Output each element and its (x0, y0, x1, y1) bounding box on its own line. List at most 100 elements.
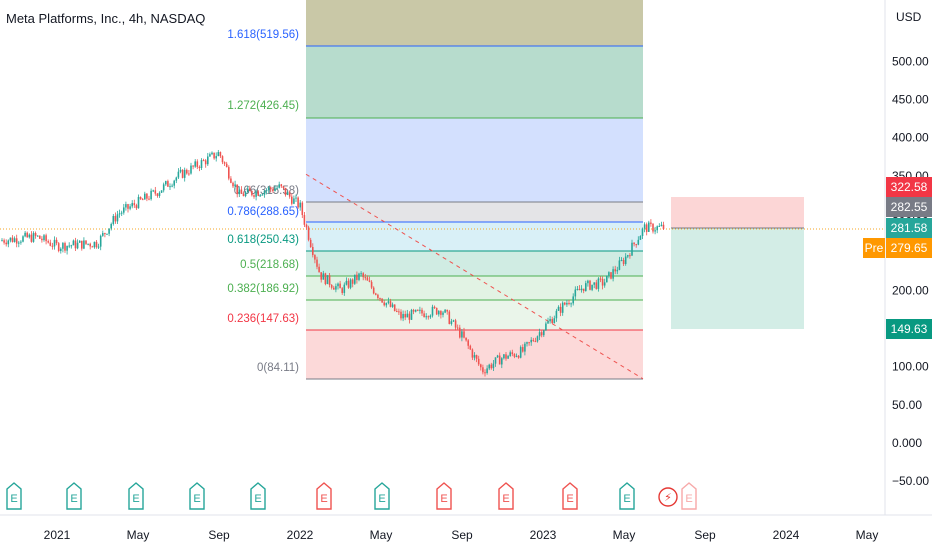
fib-zone-top (306, 0, 643, 46)
candle-body (196, 161, 199, 167)
candle-body (360, 273, 362, 275)
candle-body (522, 347, 524, 352)
candle-body (215, 156, 217, 159)
candle-body (633, 242, 635, 245)
candle-body (223, 162, 226, 164)
candle-body (456, 327, 459, 329)
price-tick-label: 100.00 (892, 360, 929, 374)
candle-body (582, 288, 585, 291)
candle-body (585, 283, 587, 291)
candle-body (228, 167, 230, 179)
candle-body (595, 282, 598, 289)
candle-body (513, 354, 516, 357)
position-stop-zone[interactable] (671, 197, 804, 228)
candle-body (551, 319, 553, 324)
candle-body (488, 364, 490, 369)
candle-body (106, 233, 108, 235)
earnings-marker-icon[interactable]: E (66, 482, 82, 510)
candle-body (438, 311, 440, 315)
candle-body (314, 255, 316, 260)
earnings-marker-icon[interactable]: E (436, 482, 452, 510)
svg-text:149.63: 149.63 (891, 322, 928, 336)
candle-body (341, 288, 343, 293)
candle-body (501, 358, 503, 365)
earnings-marker-icon[interactable]: E (316, 482, 332, 510)
candle-body (240, 189, 243, 194)
candle-body (414, 309, 417, 312)
candle-body (144, 193, 146, 200)
candle-body (9, 237, 12, 241)
time-tick-label: May (613, 528, 636, 542)
time-tick-label: May (856, 528, 879, 542)
price-badge: 282.55 (886, 197, 932, 217)
candle-body (125, 204, 127, 208)
candle-body (446, 309, 448, 312)
candle-body (328, 275, 331, 286)
earnings-marker-icon[interactable]: E (250, 482, 266, 510)
candle-body (51, 245, 54, 247)
candle-body (543, 330, 545, 336)
candle-body (484, 372, 486, 374)
candle-body (463, 331, 465, 338)
candle-body (131, 203, 133, 207)
earnings-marker-icon[interactable]: E (374, 482, 390, 510)
trend-line[interactable] (305, 173, 644, 380)
candle-body (274, 188, 276, 192)
candle-body (230, 178, 232, 183)
time-axis[interactable]: 2021 May Sep 2022 May Sep 2023 May Sep 2024 May (44, 528, 879, 542)
candle-body (114, 215, 117, 222)
candle-body (459, 327, 461, 338)
candle-body (362, 273, 364, 278)
earnings-marker-icon[interactable]: E (189, 482, 205, 510)
candle-body (330, 285, 333, 288)
flash-marker-icon[interactable]: ⚡ (658, 487, 678, 507)
candle-body (13, 238, 16, 242)
candle-body (181, 169, 184, 178)
candle-body (152, 190, 154, 192)
position-target-zone[interactable] (671, 228, 804, 329)
earnings-marker-icon[interactable]: E (619, 482, 635, 510)
candle-body (618, 260, 621, 270)
candle-body (68, 245, 70, 247)
candle-body (60, 248, 62, 251)
earnings-marker-icon[interactable]: E (498, 482, 514, 510)
candle-body (389, 301, 392, 307)
candle-body (194, 161, 196, 167)
candle-body (18, 242, 20, 244)
candle-body (528, 342, 530, 344)
candle-body (547, 321, 549, 324)
candle-body (662, 224, 665, 229)
candle-body (530, 339, 532, 343)
candle-body (377, 294, 379, 298)
candle-body (99, 235, 102, 247)
earnings-marker-icon[interactable]: E (128, 482, 144, 510)
candle-body (198, 166, 201, 168)
candle-body (11, 237, 14, 242)
candle-body (559, 306, 562, 313)
svg-text:279.65: 279.65 (891, 241, 928, 255)
candle-body (564, 302, 566, 305)
earnings-marker-icon[interactable]: E (6, 482, 22, 510)
earnings-marker-icon[interactable]: E (562, 482, 578, 510)
candle-body (337, 283, 339, 287)
candle-body (307, 227, 310, 240)
candle-body (606, 275, 608, 283)
candle-body (404, 313, 406, 318)
earnings-marker-icon[interactable]: E (681, 482, 697, 510)
candle-body (580, 288, 583, 291)
candle-body (610, 272, 612, 279)
time-tick-label: May (370, 528, 393, 542)
candle-body (15, 238, 18, 244)
candle-body (343, 284, 346, 293)
candle-body (593, 282, 595, 285)
time-tick-label: Sep (451, 528, 473, 542)
earnings-marker-letter: E (10, 493, 17, 505)
candle-body (393, 304, 396, 312)
earnings-marker-letter: E (378, 493, 385, 505)
candle-body (496, 355, 499, 358)
candle-body (608, 272, 610, 276)
candle-body (486, 368, 488, 373)
candle-body (162, 184, 165, 191)
candle-body (108, 228, 110, 234)
